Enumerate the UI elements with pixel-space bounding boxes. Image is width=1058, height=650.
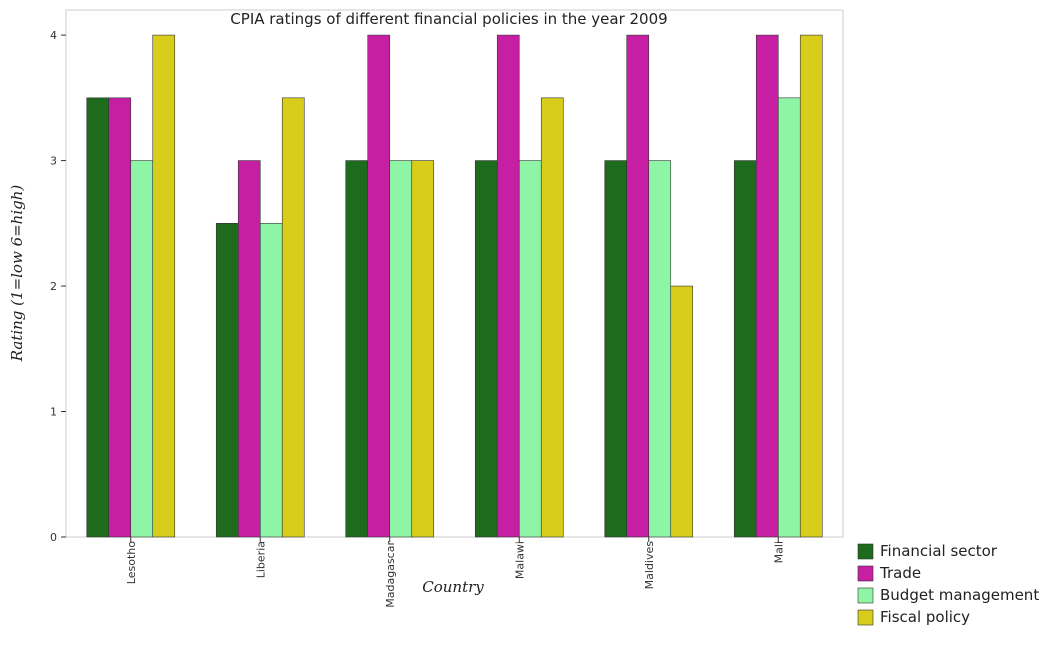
bar-financial-sector-madagascar	[345, 160, 369, 538]
bar-trade-lesotho	[108, 97, 132, 538]
bar-fiscal-policy-maldives	[670, 285, 694, 538]
x-axis: Lesotho Liberia Madagascar Malawi Maldives Ma…	[125, 537, 785, 608]
bar-financial-sector-maldives	[604, 160, 628, 538]
y-tick-label: 3	[50, 155, 57, 168]
x-tick-label: Lesotho	[125, 541, 138, 584]
y-axis: 0 1 2 3 4	[50, 29, 66, 544]
bar-fiscal-policy-mali	[799, 34, 823, 538]
y-tick-label: 4	[50, 29, 57, 42]
x-tick-label: Mali	[772, 541, 785, 563]
bars-layer	[86, 34, 823, 538]
x-tick-label: Maldives	[643, 541, 656, 590]
bar-fiscal-policy-lesotho	[152, 34, 176, 538]
legend-swatch-financial-sector	[857, 543, 874, 560]
legend-swatch-budget-management	[857, 587, 874, 604]
legend-label-budget-management: Budget management	[880, 586, 1039, 604]
bar-financial-sector-liberia	[215, 223, 239, 538]
legend: Financial sector Trade Budget management Fi…	[857, 542, 1039, 626]
bar-fiscal-policy-madagascar	[411, 160, 435, 538]
legend-label-fiscal-policy: Fiscal policy	[880, 608, 970, 626]
bar-budget-management-madagascar	[389, 160, 413, 538]
x-tick-label: Malawi	[513, 541, 526, 579]
bar-budget-management-liberia	[259, 223, 283, 538]
plot-area	[65, 9, 844, 538]
bar-budget-management-lesotho	[130, 160, 154, 538]
bar-financial-sector-malawi	[474, 160, 498, 538]
x-tick-label: Liberia	[254, 541, 267, 578]
bar-financial-sector-lesotho	[86, 97, 110, 538]
bar-trade-maldives	[626, 34, 650, 538]
chart-title: CPIA ratings of different financial poli…	[230, 10, 667, 28]
bar-budget-management-maldives	[648, 160, 672, 538]
x-axis-label: Country	[422, 578, 484, 596]
legend-swatch-fiscal-policy	[857, 609, 874, 626]
bar-trade-liberia	[237, 160, 261, 538]
y-tick-label: 2	[50, 280, 57, 293]
bar-budget-management-malawi	[518, 160, 542, 538]
legend-swatch-trade	[857, 565, 874, 582]
x-tick-label: Madagascar	[384, 541, 397, 608]
bar-budget-management-mali	[777, 97, 801, 538]
bar-trade-madagascar	[367, 34, 391, 538]
y-tick-label: 0	[50, 531, 57, 544]
y-tick-label: 1	[50, 406, 57, 419]
bar-trade-malawi	[496, 34, 520, 538]
bar-financial-sector-mali	[733, 160, 757, 538]
legend-label-financial-sector: Financial sector	[880, 542, 998, 560]
bar-fiscal-policy-liberia	[281, 97, 305, 538]
bar-trade-mali	[755, 34, 779, 538]
y-axis-label: Rating (1=low 6=high)	[8, 185, 26, 363]
legend-label-trade: Trade	[879, 564, 921, 582]
bar-fiscal-policy-malawi	[540, 97, 564, 538]
